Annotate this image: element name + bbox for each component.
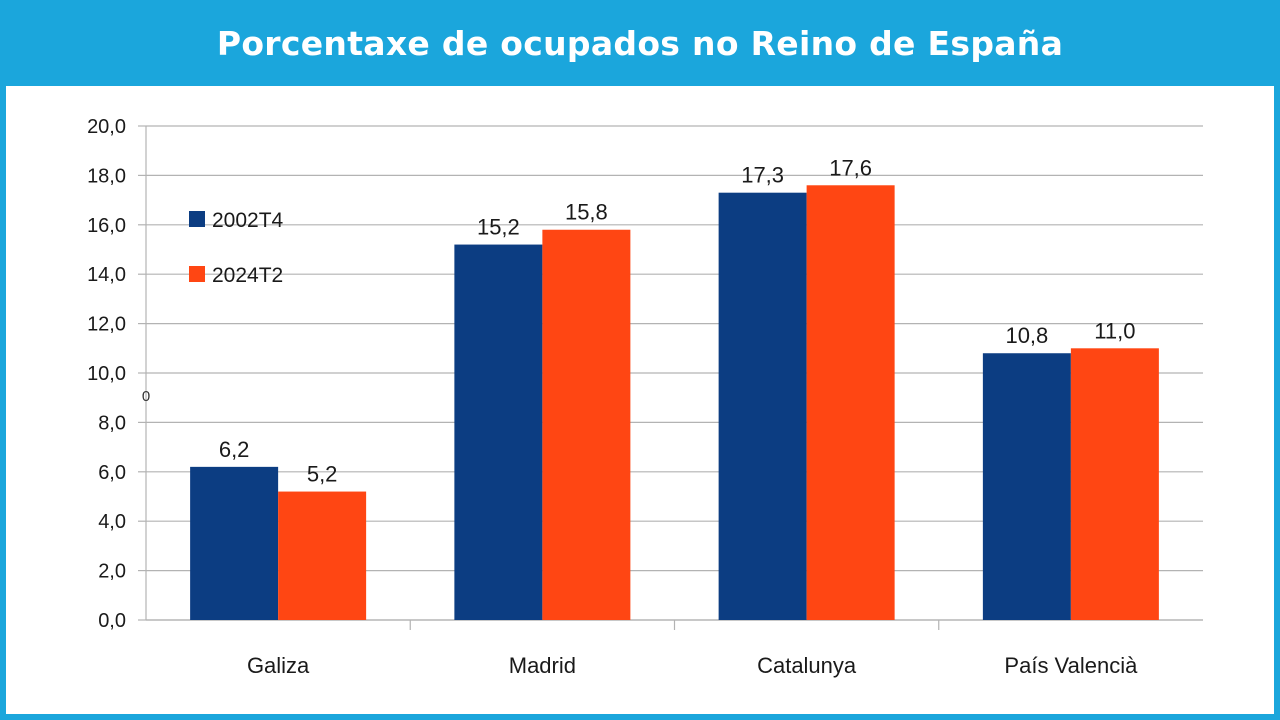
bar (454, 244, 543, 620)
y-tick-label: 8,0 (98, 412, 126, 434)
legend: 2002T4 2024T2 (189, 209, 284, 287)
data-label: 5,2 (307, 462, 338, 487)
bar (1070, 348, 1159, 620)
y-tick-label: 4,0 (98, 511, 126, 533)
y-tick-label: 16,0 (87, 215, 126, 237)
x-tick-label: Galiza (247, 653, 310, 678)
legend-label: 2002T4 (212, 209, 284, 232)
x-tick-label: Madrid (509, 653, 576, 678)
data-label: 6,2 (219, 437, 250, 462)
data-label: 15,2 (477, 215, 520, 240)
y-tick-label: 0,0 (98, 610, 126, 632)
bar (806, 185, 895, 620)
y-tick-label: 2,0 (98, 561, 126, 583)
x-tick-label: País Valencià (1004, 653, 1138, 678)
y-tick-label: 18,0 (87, 165, 126, 187)
y-tick-label: 12,0 (87, 314, 126, 336)
y-tick-label: 14,0 (87, 264, 126, 286)
axes: 0,0 2,0 4,0 6,0 8,0 10,0 12,0 14,0 16,0 18,0 20,0 G… (87, 116, 1203, 678)
stray-label: 0 (142, 388, 150, 405)
legend-swatch (189, 211, 205, 227)
y-tick-label: 6,0 (98, 462, 126, 484)
bars (190, 185, 1159, 621)
legend-label: 2024T2 (212, 264, 283, 287)
legend-swatch (189, 266, 205, 282)
data-label: 17,6 (829, 155, 872, 180)
bar (542, 229, 631, 621)
y-tick-label: 20,0 (87, 116, 126, 138)
data-label: 10,8 (1005, 323, 1048, 348)
title-bar: Porcentaxe de ocupados no Reino de Españ… (0, 0, 1280, 86)
chart-title: Porcentaxe de ocupados no Reino de Españ… (216, 23, 1064, 63)
x-tick-label: Catalunya (757, 653, 857, 678)
data-label: 17,3 (741, 163, 784, 188)
data-label: 15,8 (565, 200, 608, 225)
bar (718, 192, 807, 620)
data-labels: 6,2 5,2 15,2 15,8 17,3 17,6 10,8 11,0 (219, 155, 1136, 486)
bar (982, 353, 1071, 620)
bar (190, 466, 279, 620)
bar (278, 491, 367, 620)
data-label: 11,0 (1094, 318, 1135, 343)
y-tick-label: 10,0 (87, 363, 126, 385)
